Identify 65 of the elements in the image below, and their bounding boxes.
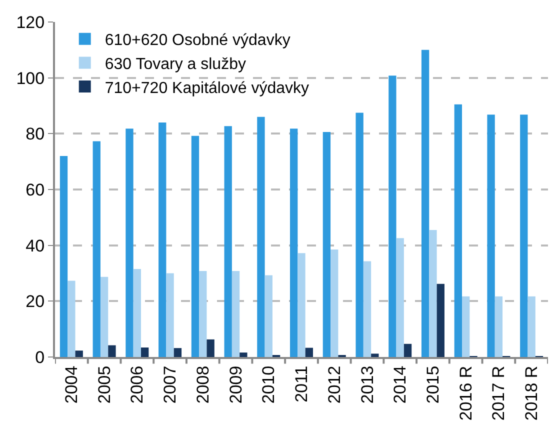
- bar: [166, 273, 174, 357]
- bar: [298, 253, 306, 357]
- bar: [429, 230, 437, 357]
- bar: [305, 348, 313, 357]
- x-tick-label: 2017 R: [489, 366, 508, 421]
- y-tick-label: 100: [16, 68, 45, 88]
- legend-label: 630 Tovary a služby: [104, 56, 246, 73]
- bar: [290, 128, 298, 357]
- y-tick-label: 60: [26, 180, 45, 200]
- x-tick-label: 2007: [160, 366, 180, 404]
- x-tick-label: 2013: [358, 366, 377, 404]
- bar: [224, 126, 232, 357]
- bar: [232, 271, 240, 357]
- bar: [404, 344, 412, 357]
- y-tick-label: 0: [35, 348, 45, 367]
- x-tick-label: 2006: [128, 366, 147, 404]
- bar: [388, 76, 396, 357]
- bar: [322, 132, 331, 357]
- bar: [462, 296, 470, 357]
- x-tick-label: 2009: [226, 366, 246, 404]
- bar: [330, 250, 338, 357]
- x-tick-label: 2012: [324, 366, 344, 404]
- bar: [141, 348, 149, 357]
- bar: [133, 269, 141, 357]
- bar: [191, 136, 200, 357]
- x-tick-label: 2011: [292, 366, 312, 402]
- y-tick-label: 20: [26, 292, 45, 312]
- y-tick-label: 40: [26, 236, 45, 256]
- legend-label: 610+620 Osobné výdavky: [104, 32, 290, 50]
- x-tick-label: 2004: [62, 366, 81, 404]
- bar: [75, 350, 83, 357]
- bar: [396, 238, 404, 357]
- bar: [528, 296, 536, 357]
- bar: [363, 261, 372, 357]
- bar: [356, 112, 364, 357]
- x-tick-label: 2008: [193, 366, 212, 404]
- bar: [174, 348, 182, 357]
- x-tick-label: 2010: [259, 366, 278, 404]
- bar: [240, 352, 248, 357]
- x-tick-label: 2014: [390, 366, 410, 404]
- bar: [494, 296, 503, 357]
- bar: [92, 141, 100, 357]
- bar: [371, 354, 379, 357]
- bar: [436, 284, 444, 357]
- bar: [520, 114, 528, 357]
- bar: [108, 345, 116, 357]
- x-tick-label: 2018 R: [522, 366, 542, 421]
- y-tick-label: 120: [16, 12, 45, 32]
- bar: [454, 104, 462, 357]
- x-tick-label: 2005: [94, 366, 114, 404]
- bar: [206, 339, 214, 357]
- x-tick-label: 2015: [423, 366, 442, 404]
- bar: [264, 275, 272, 357]
- bar: [421, 50, 430, 357]
- bar: [199, 271, 207, 357]
- bar: [100, 276, 108, 357]
- bar: [158, 122, 166, 357]
- bar: [257, 116, 265, 357]
- bar: [60, 156, 68, 357]
- bar: [487, 114, 495, 357]
- bar: [68, 280, 76, 357]
- y-tick-label: 80: [26, 124, 45, 144]
- x-tick-label: 2016 R: [456, 366, 476, 421]
- legend-label: 710+720 Kapitálové výdavky: [104, 80, 309, 97]
- bar: [126, 128, 134, 357]
